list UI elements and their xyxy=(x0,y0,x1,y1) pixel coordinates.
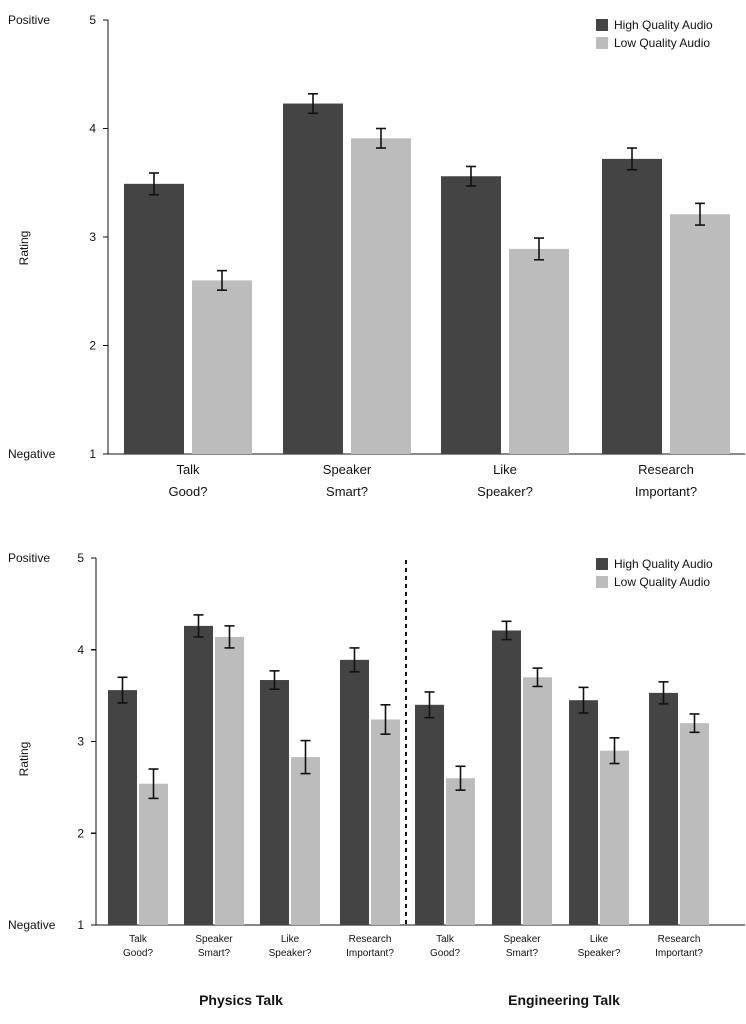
bottom-chart-category-line2-1: Smart? xyxy=(198,948,231,959)
bottom-chart-category-line1-7: Research xyxy=(658,934,701,945)
bottom-chart-legend-swatch-0 xyxy=(596,558,608,570)
bottom-chart-bar-1-4 xyxy=(446,778,475,925)
top-chart-y-tick-label-5: 5 xyxy=(89,13,96,27)
top-chart-y-bottom-end-label: Negative xyxy=(8,447,56,461)
top-chart-y-axis-title: Rating xyxy=(17,231,31,266)
bottom-chart-legend-label-0: High Quality Audio xyxy=(614,557,713,571)
top-chart-legend-swatch-0 xyxy=(596,19,608,31)
bottom-chart-legend-label-1: Low Quality Audio xyxy=(614,575,710,589)
bottom-chart-category-line1-4: Talk xyxy=(436,934,455,945)
bottom-chart-bar-0-3 xyxy=(340,659,369,925)
top-chart-bar-0-2 xyxy=(441,176,501,455)
bottom-chart-category-line1-1: Speaker xyxy=(195,934,233,945)
top-chart-y-tick-label-1: 1 xyxy=(89,447,96,461)
top-chart-y-tick-label-4: 4 xyxy=(89,122,96,136)
top-chart-bar-0-0 xyxy=(124,183,184,454)
top-chart-category-line1-3: Research xyxy=(638,462,694,477)
bottom-chart-bar-0-2 xyxy=(260,680,289,925)
top-chart-bar-1-2 xyxy=(509,248,569,454)
bottom-chart-group-label-engineering: Engineering Talk xyxy=(508,992,620,1008)
bottom-chart-category-line2-3: Important? xyxy=(346,948,394,959)
top-chart-y-tick-label-2: 2 xyxy=(89,339,96,353)
bottom-chart-category-line2-5: Smart? xyxy=(506,948,539,959)
bottom-chart-bar-1-2 xyxy=(291,757,320,925)
bottom-chart-category-line2-4: Good? xyxy=(430,948,460,959)
bottom-chart-category-line2-7: Important? xyxy=(655,948,703,959)
top-chart-bar-1-0 xyxy=(192,280,252,454)
top-chart-category-line1-2: Like xyxy=(493,462,517,477)
top-chart-bar-1-3 xyxy=(670,214,730,454)
top-chart-category-line1-1: Speaker xyxy=(323,462,372,477)
bottom-chart-y-axis-title: Rating xyxy=(17,742,31,777)
bottom-chart-bar-1-5 xyxy=(523,677,552,925)
bottom-chart-y-tick-label-3: 3 xyxy=(77,735,84,749)
bottom-chart-bar-0-4 xyxy=(415,704,444,925)
bottom-chart-bar-0-7 xyxy=(649,692,678,925)
bottom-chart-y-bottom-end-label: Negative xyxy=(8,918,56,932)
top-chart-legend-label-1: Low Quality Audio xyxy=(614,36,710,50)
bottom-chart-group-label-physics: Physics Talk xyxy=(199,992,283,1008)
top-chart-bar-1-1 xyxy=(351,138,411,454)
bottom-chart-bar-1-1 xyxy=(215,636,244,925)
bottom-chart-bar-1-3 xyxy=(371,719,400,925)
bottom-chart-category-line1-0: Talk xyxy=(129,934,148,945)
bottom-chart-bar-0-0 xyxy=(108,690,137,925)
bottom-chart-bar-1-0 xyxy=(139,783,168,925)
bottom-chart-legend-swatch-1 xyxy=(596,576,608,588)
top-chart-bar-0-1 xyxy=(283,103,343,455)
bottom-chart-y-top-end-label: Positive xyxy=(8,551,50,565)
bottom-chart-bar-0-5 xyxy=(492,630,521,925)
bottom-chart-bar-1-6 xyxy=(600,750,629,925)
bottom-chart-category-line1-5: Speaker xyxy=(503,934,541,945)
top-chart-legend-label-0: High Quality Audio xyxy=(614,18,713,32)
bottom-chart-category-line1-3: Research xyxy=(349,934,392,945)
top-chart-category-line2-3: Important? xyxy=(635,484,697,499)
bottom-chart-bar-0-6 xyxy=(569,700,598,925)
bottom-chart-bar-1-7 xyxy=(680,723,709,925)
bottom-chart-y-tick-label-2: 2 xyxy=(77,826,84,840)
bottom-chart-category-line2-0: Good? xyxy=(123,948,153,959)
bottom-chart-y-tick-label-5: 5 xyxy=(77,551,84,565)
top-chart-y-top-end-label: Positive xyxy=(8,13,50,27)
top-chart-y-tick-label-3: 3 xyxy=(89,230,96,244)
bottom-chart-category-line1-6: Like xyxy=(590,934,609,945)
bottom-chart-category-line2-2: Speaker? xyxy=(269,948,312,959)
bottom-chart-category-line1-2: Like xyxy=(281,934,300,945)
top-chart-bar-0-3 xyxy=(602,158,662,454)
top-chart-category-line2-2: Speaker? xyxy=(477,484,533,499)
bottom-chart-bar-0-1 xyxy=(184,625,213,925)
bottom-chart-y-tick-label-4: 4 xyxy=(77,643,84,657)
top-chart-legend-swatch-1 xyxy=(596,37,608,49)
top-chart-category-line2-1: Smart? xyxy=(326,484,368,499)
bottom-chart-y-tick-label-1: 1 xyxy=(77,918,84,932)
top-chart-category-line2-0: Good? xyxy=(168,484,207,499)
bottom-chart-category-line2-6: Speaker? xyxy=(578,948,621,959)
top-chart-category-line1-0: Talk xyxy=(176,462,200,477)
